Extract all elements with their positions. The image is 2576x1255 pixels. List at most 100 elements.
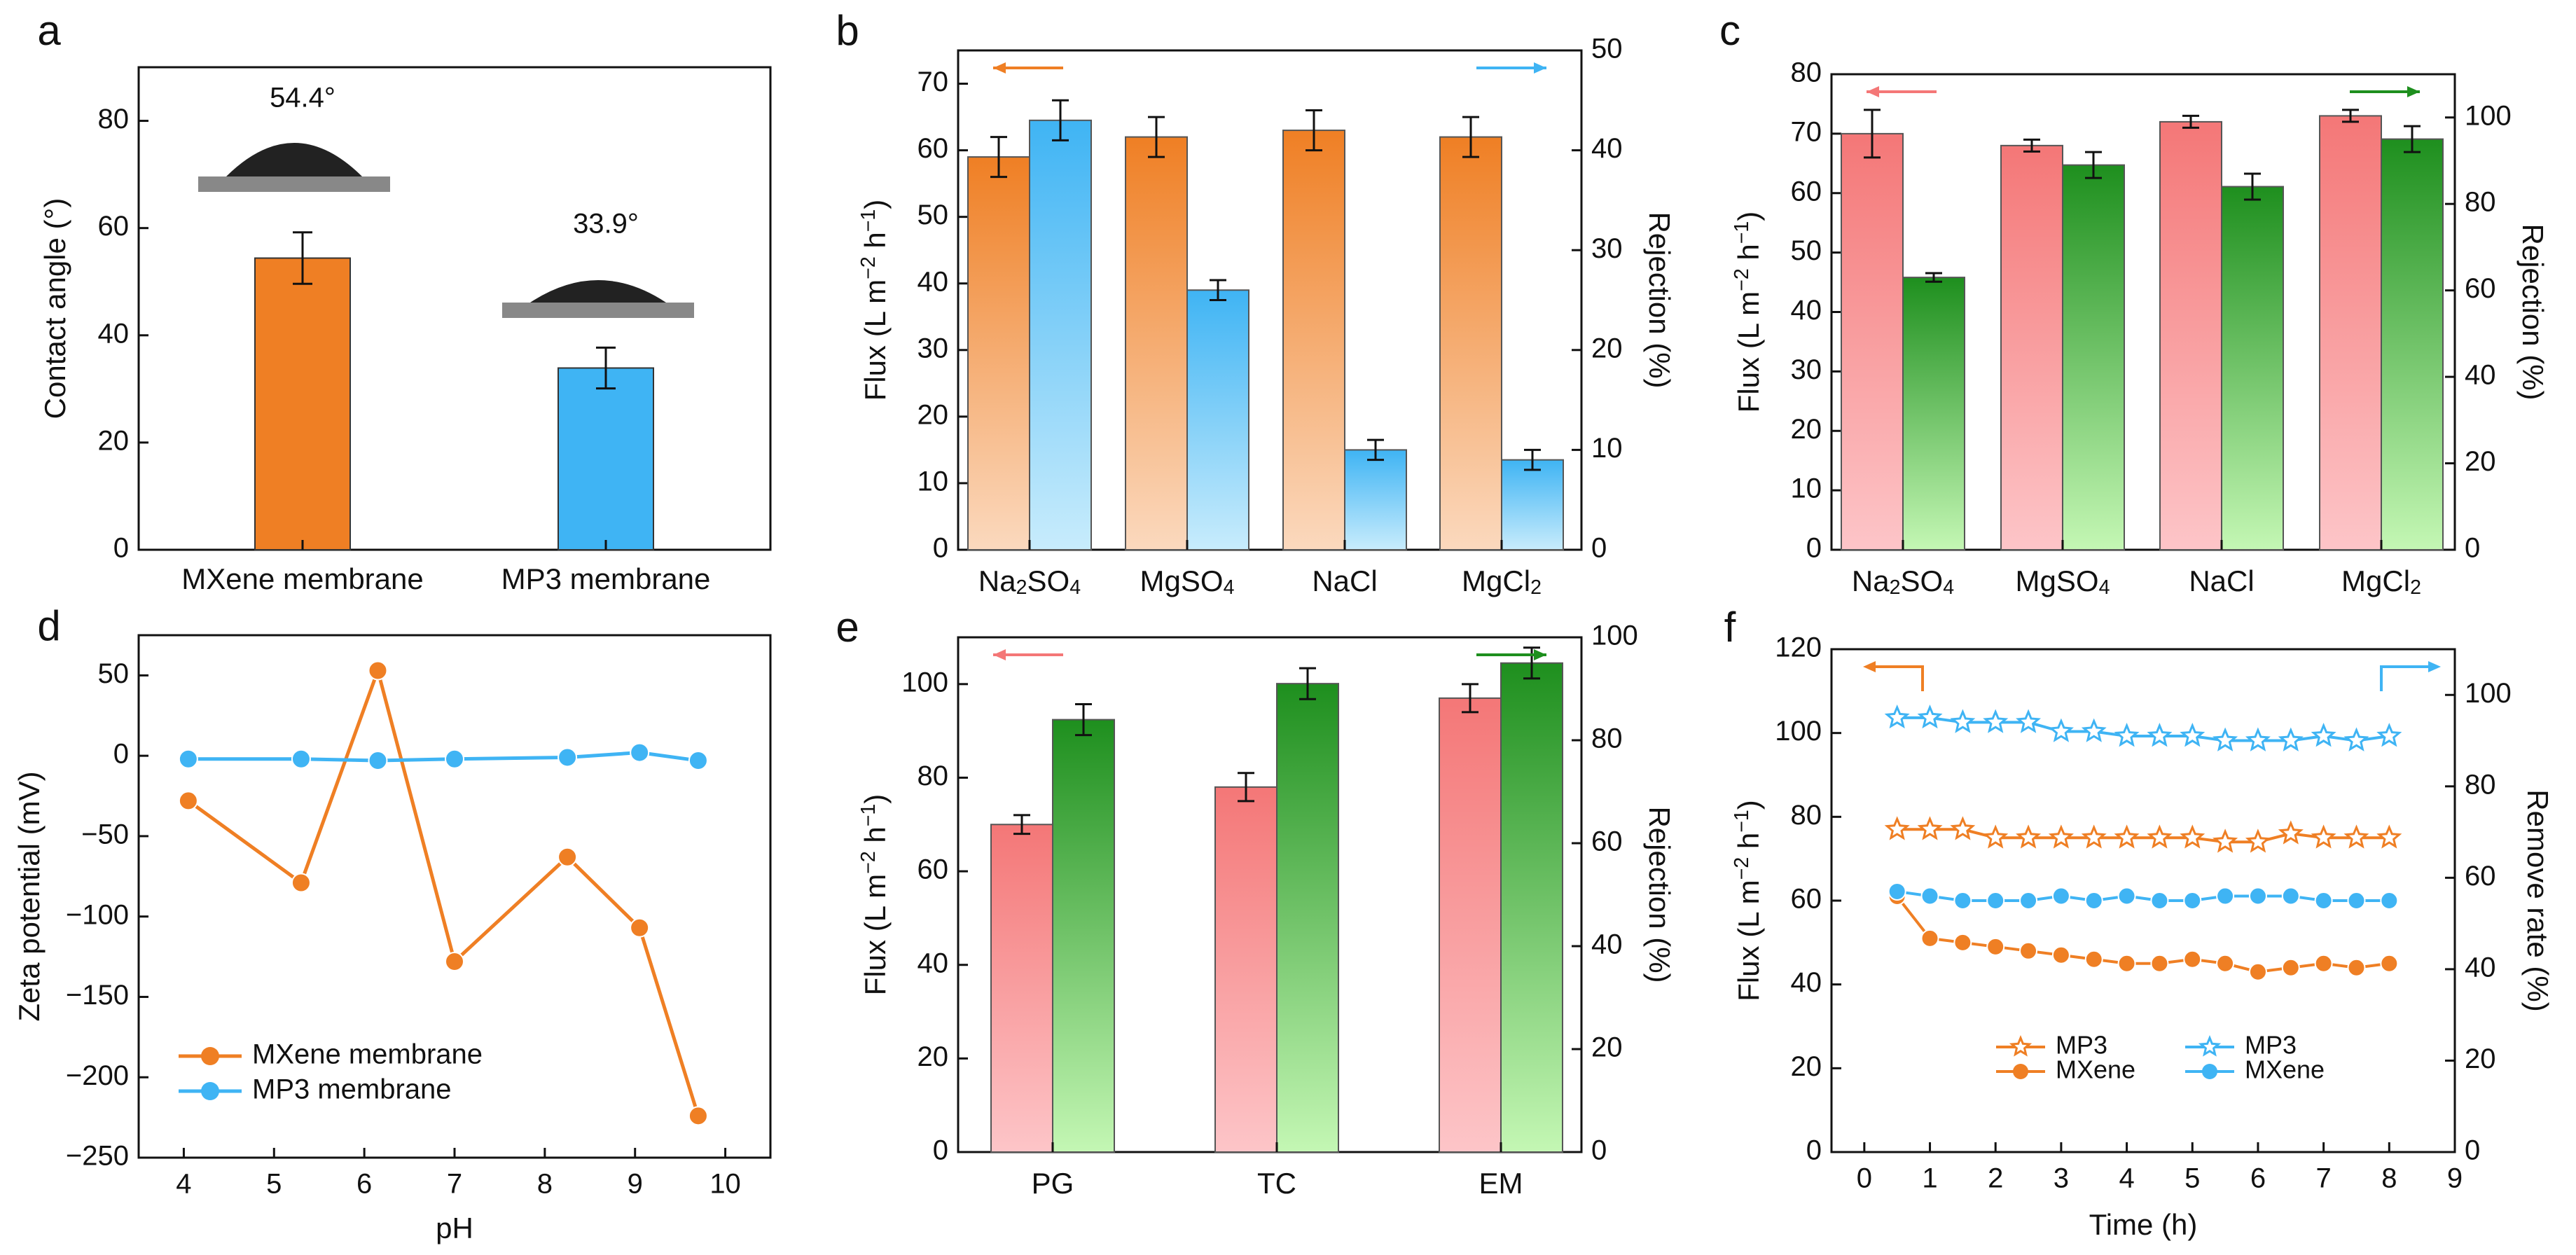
panel-f-ytick2-label: 60 <box>2465 861 2496 892</box>
panel-f-xtick-label: 3 <box>2054 1163 2069 1194</box>
label-part: Flux (L m <box>859 279 892 401</box>
panel-label-a: a <box>37 7 61 54</box>
panel-f-point <box>2314 892 2333 910</box>
panel-f-point <box>2048 824 2074 849</box>
droplet-substrate <box>198 176 390 192</box>
label-part: Na <box>1852 564 1890 597</box>
panel-f-point <box>2150 892 2169 910</box>
label-part: Flux (L m <box>1732 291 1765 412</box>
panel-f-ytick2-label: 40 <box>2465 952 2496 983</box>
panel-d-xtick-label: 10 <box>709 1169 741 1200</box>
panel-c-ytick-label: 30 <box>1791 354 1822 385</box>
panel-f-series-line <box>1897 889 2390 903</box>
panel-f-point <box>2347 958 2366 977</box>
panel-d-point <box>368 751 388 771</box>
panel-f-point <box>1950 816 1976 840</box>
panel-e-bar <box>1439 697 1502 1153</box>
panel-f-point <box>2016 824 2042 849</box>
panel-c-ytick2-label: 60 <box>2465 273 2496 304</box>
panel-f-point <box>1986 937 2005 956</box>
label-part: NaCl <box>2189 564 2254 597</box>
panel-a-ytick-label: 80 <box>98 104 130 134</box>
panel-b-ytick2-label: 20 <box>1591 333 1623 363</box>
panel-f-legend-label: MP3 <box>2056 1031 2107 1060</box>
label-part: h <box>859 826 892 851</box>
label-part: −1 <box>1731 810 1753 833</box>
panel-d-ytick-label: −100 <box>66 899 129 930</box>
panel-f-point <box>1888 882 1906 901</box>
label-part: MgSO <box>1140 564 1224 597</box>
panel-f-point <box>1950 709 1976 733</box>
panel-c-ytick2-label: 80 <box>2465 187 2496 218</box>
panel-d-point <box>630 742 650 763</box>
panel-label-c: c <box>1719 7 1740 54</box>
panel-d-point <box>630 917 650 938</box>
panel-f-point <box>1917 816 1943 840</box>
panel-f-point <box>2347 892 2366 910</box>
panel-e-bar <box>1214 786 1277 1153</box>
panel-e-bar <box>1500 662 1563 1153</box>
panel-a-bar <box>558 367 654 551</box>
panel-b-ytick-label: 50 <box>917 200 949 230</box>
panel-f-xtick-label: 4 <box>2119 1163 2134 1194</box>
panel-d-point <box>445 951 464 971</box>
label-part: 4 <box>1943 576 1954 599</box>
panel-c-bar <box>2221 186 2284 550</box>
label-part: −1 <box>857 804 880 827</box>
panel-f-legend-marker <box>2202 1064 2217 1079</box>
droplet-substrate <box>502 303 694 318</box>
panel-b-bar <box>1029 119 1092 550</box>
panel-f-point <box>1983 709 2009 733</box>
panel-b-bar <box>1186 289 1249 550</box>
panel-f-point <box>2380 892 2399 910</box>
panel-b-bar <box>1501 459 1564 550</box>
label-part: ) <box>1732 800 1765 810</box>
panel-f-point <box>2278 820 2304 845</box>
panel-d-xtick-label: 4 <box>176 1169 191 1200</box>
panel-b-ytick2-label: 10 <box>1591 433 1623 464</box>
panel-c-ytick-label: 60 <box>1791 176 1822 207</box>
panel-f-point <box>2311 723 2336 747</box>
panel-c-ylabel2: Rejection (%) <box>2516 223 2549 400</box>
panel-f-point <box>2114 824 2140 849</box>
panel-label-e: e <box>836 604 859 651</box>
panel-f-point <box>2084 950 2103 969</box>
label-part: MgCl <box>2341 564 2410 597</box>
panel-e-arrow-right-head <box>1534 649 1546 660</box>
panel-f-xtick-label: 2 <box>1988 1163 2003 1194</box>
panel-f-point <box>2051 887 2070 906</box>
panel-d-xtick-label: 9 <box>628 1169 643 1200</box>
panel-f-point <box>2048 718 2074 742</box>
panel-b-frame <box>957 49 1583 551</box>
panel-f-xtick-label: 5 <box>2184 1163 2200 1194</box>
panel-b-ytick2-label: 0 <box>1591 533 1607 564</box>
panel-f-point <box>2183 950 2202 969</box>
panel-e-ytick2-label: 40 <box>1591 929 1623 960</box>
panel-e-ytick2-label: 80 <box>1591 723 1623 754</box>
panel-c-ytick-label: 70 <box>1791 116 1822 147</box>
panel-f-point <box>2314 954 2333 973</box>
panel-c-ytick-label: 10 <box>1791 473 1822 504</box>
panel-b-ytick2-label: 30 <box>1591 233 1623 264</box>
panel-d-point <box>558 847 578 867</box>
panel-f-xtick-label: 0 <box>1857 1163 1872 1194</box>
panel-f-ylabel: Flux (L m−2 h−1) <box>1731 800 1765 1001</box>
panel-d-ytick-label: −150 <box>66 980 129 1011</box>
panel-f-legend-marker <box>2009 1035 2033 1057</box>
panel-b-ylabel2: Rejection (%) <box>1643 212 1676 388</box>
label-part: 2 <box>1530 576 1542 599</box>
panel-f-point <box>2147 824 2173 849</box>
panel-f-point <box>2213 828 2238 853</box>
panel-f-legend-label: MP3 <box>2245 1031 2297 1060</box>
panel-d-point <box>688 1106 708 1126</box>
panel-d-ytick-label: −50 <box>81 819 129 850</box>
panel-b-ytick-label: 30 <box>917 333 949 363</box>
panel-f-ytick-label: 40 <box>1791 967 1822 998</box>
panel-a-angle-annotation: 33.9° <box>573 209 639 240</box>
label-part: 2 <box>1890 576 1901 599</box>
panel-d-ytick-label: 50 <box>98 658 130 689</box>
panel-f-xtick-label: 1 <box>1922 1163 1937 1194</box>
panel-f-legend-label: MXene <box>2056 1055 2135 1084</box>
panel-c-bar <box>2159 120 2222 550</box>
